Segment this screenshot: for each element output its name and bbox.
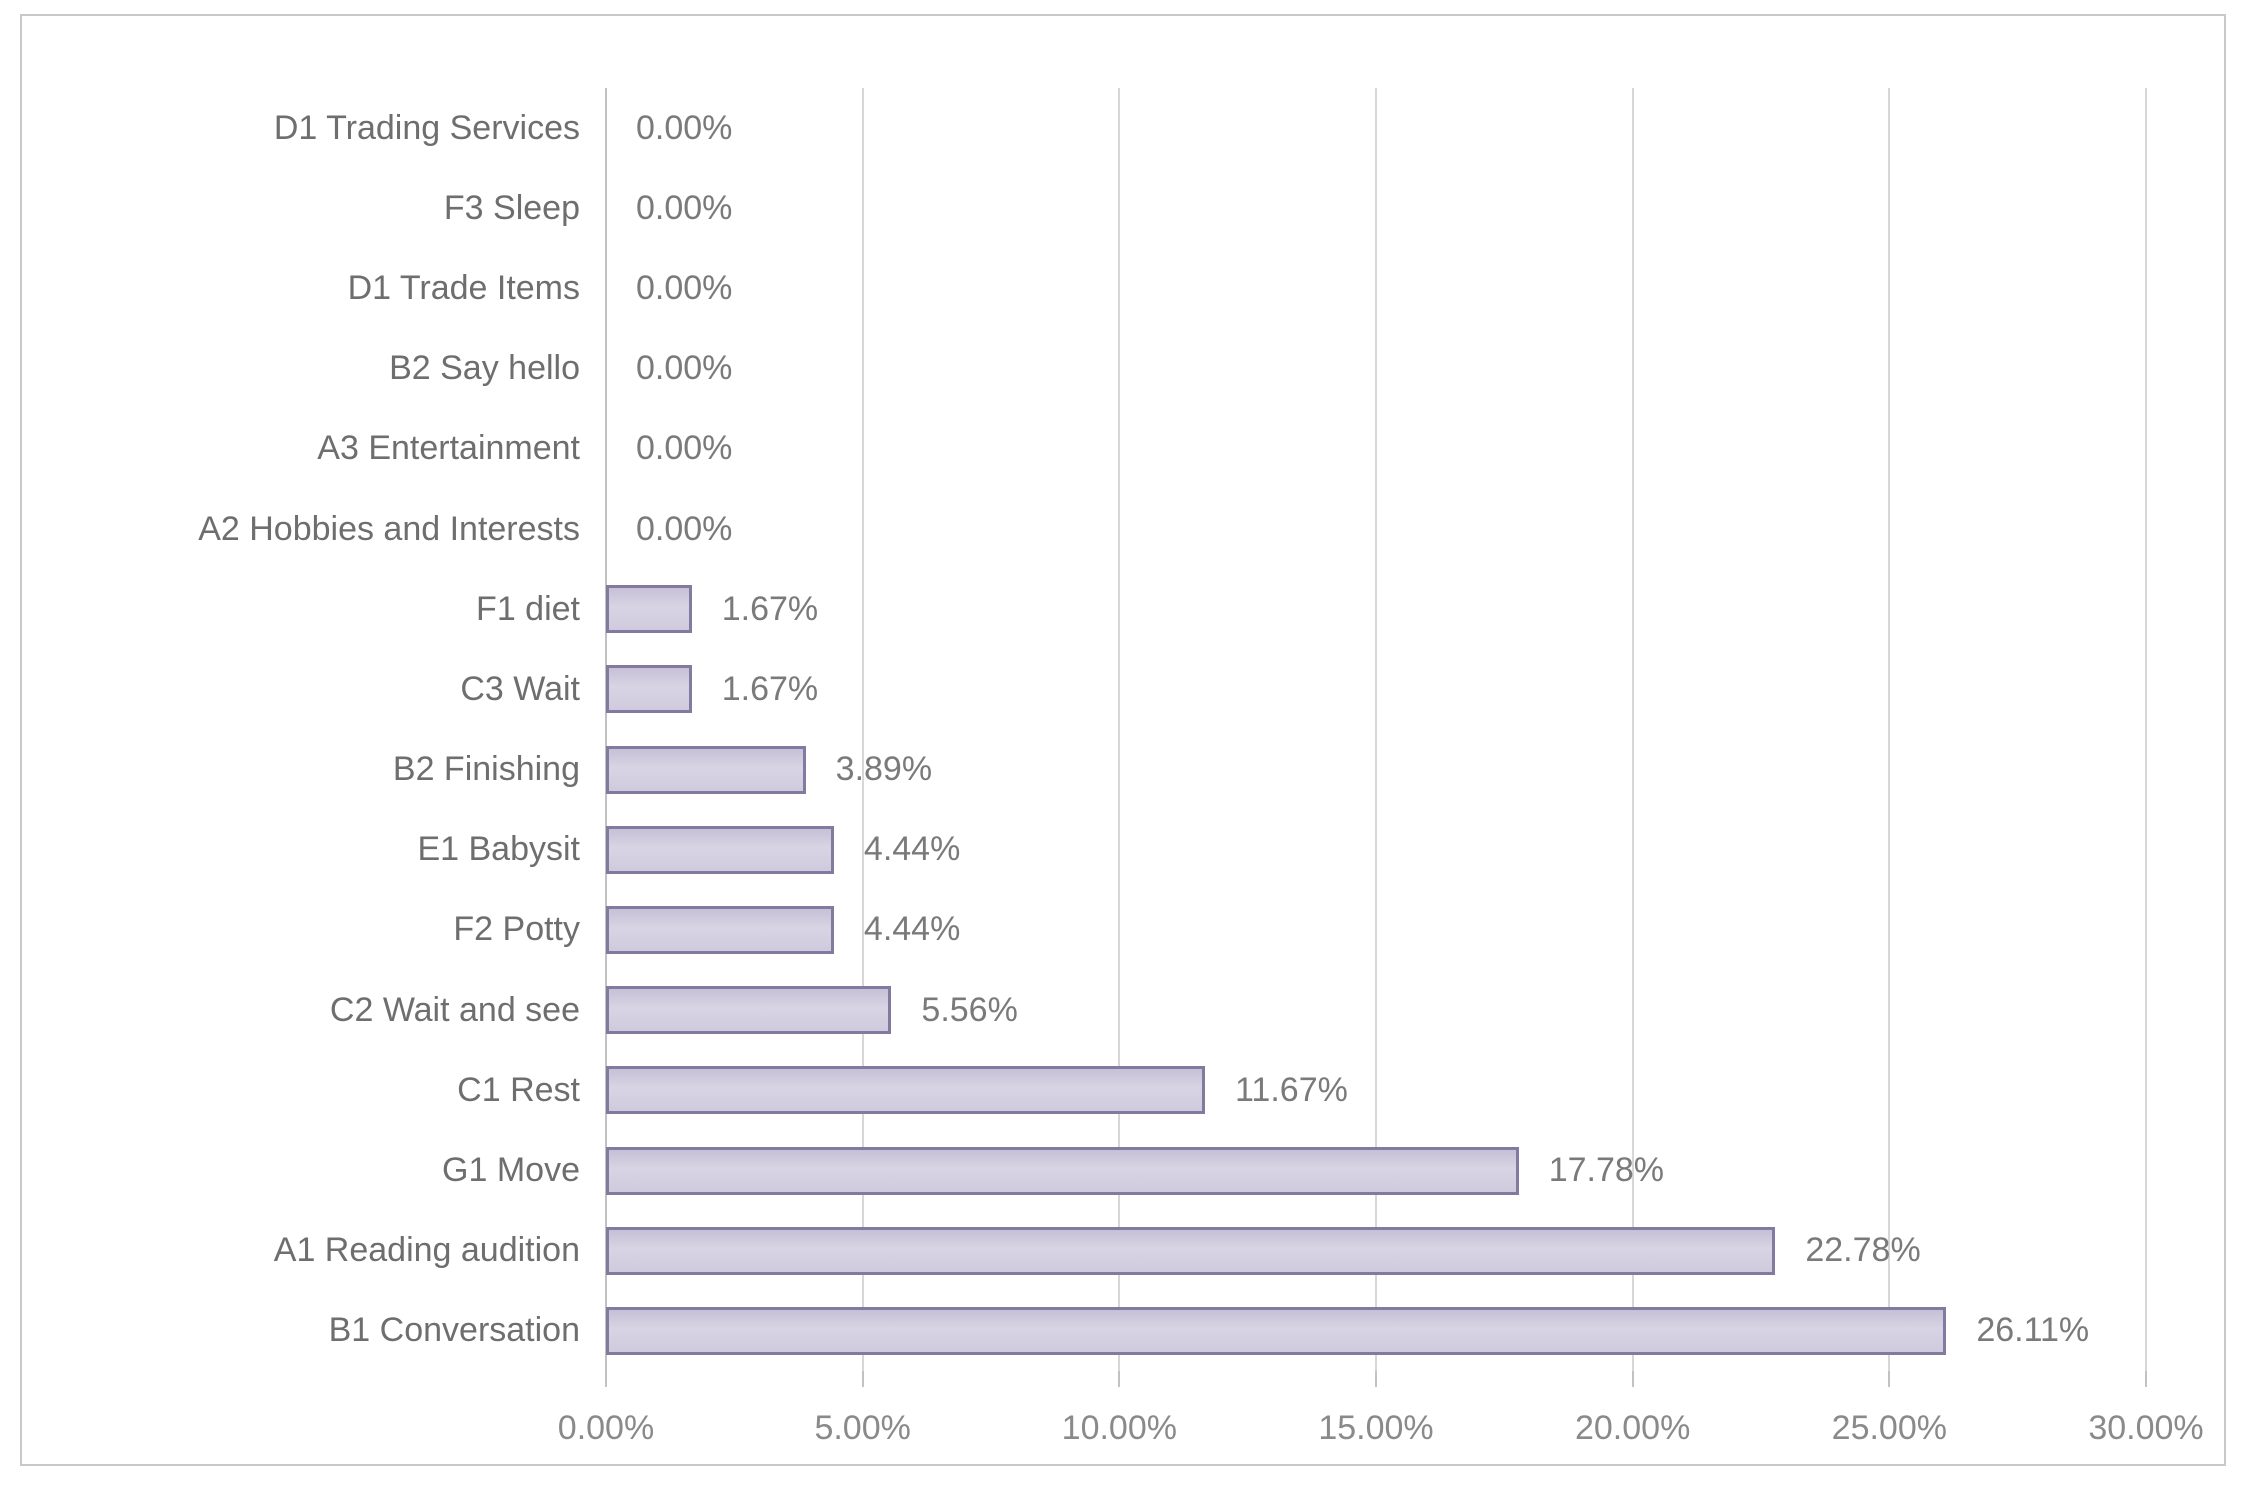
bar: [606, 825, 834, 874]
chart-row: C1 Rest 11.67%: [457, 1050, 2146, 1130]
category-label: C1 Rest: [457, 1070, 580, 1109]
value-label: 4.44%: [863, 830, 961, 869]
value-label: 17.78%: [1548, 1151, 1665, 1190]
value-label: 1.67%: [721, 669, 819, 708]
value-label: 4.44%: [863, 910, 961, 949]
chart-row: E1 Babysit 4.44%: [417, 810, 2146, 890]
value-label: 11.67%: [1235, 1070, 1348, 1109]
bar: [606, 986, 892, 1035]
category-label: B2 Say hello: [389, 349, 580, 388]
x-axis-tick: [1375, 1371, 1377, 1387]
category-label: F2 Potty: [453, 910, 580, 949]
value-label: 0.00%: [636, 268, 733, 307]
gridline: [1118, 88, 1121, 1371]
category-label: F3 Sleep: [443, 188, 580, 227]
chart-row: F3 Sleep 0.00%: [444, 168, 2146, 248]
category-label: C2 Wait and see: [329, 990, 580, 1029]
x-axis-tick-label: 25.00%: [1831, 1409, 1947, 1447]
bar: [606, 1306, 1947, 1355]
value-label: 0.00%: [636, 108, 733, 147]
value-label: 1.67%: [721, 589, 819, 628]
value-label: 5.56%: [921, 990, 1018, 1029]
x-axis-tick: [1118, 1371, 1121, 1387]
category-label: A2 Hobbies and Interests: [198, 509, 580, 548]
category-label: E1 Babysit: [417, 830, 580, 869]
value-label: 0.00%: [636, 188, 733, 227]
x-axis-tick-label: 5.00%: [814, 1409, 911, 1447]
category-label: G1 Move: [442, 1151, 580, 1190]
chart-row: C2 Wait and see 5.56%: [330, 970, 2146, 1050]
value-label: 0.00%: [636, 429, 733, 468]
x-axis-tick-label: 20.00%: [1574, 1409, 1691, 1447]
chart-row: A3 Entertainment 0.00%: [317, 409, 2146, 489]
x-axis-tick: [2145, 1371, 2147, 1387]
x-axis-tick: [605, 1371, 607, 1387]
chart-row: D1 Trade Items 0.00%: [348, 248, 2146, 328]
chart-row: B2 Finishing 3.89%: [393, 730, 2146, 810]
chart-row: B2 Say hello 0.00%: [389, 329, 2146, 409]
value-label: 26.11%: [1976, 1311, 2090, 1350]
gridline: [861, 88, 864, 1371]
category-label: C3 Wait: [460, 669, 580, 708]
y-axis-line: [605, 88, 607, 1371]
bar-rows: D1 Trading Services 0.00% F3 Sleep 0.00% D1 …: [198, 88, 2146, 1371]
x-axis-tick: [861, 1371, 864, 1387]
gridline: [1631, 88, 1634, 1371]
x-axis-tick-label: 15.00%: [1318, 1409, 1434, 1447]
chart-frame: D1 Trading Services 0.00% F3 Sleep 0.00% D1 …: [20, 14, 2226, 1466]
bar: [606, 1226, 1776, 1275]
value-label: 3.89%: [835, 750, 933, 789]
bar: [606, 1146, 1519, 1195]
bar: [606, 1066, 1206, 1115]
x-axis-tick-label: 10.00%: [1061, 1409, 1177, 1447]
chart-row: F2 Potty 4.44%: [453, 890, 2146, 970]
bar: [606, 745, 806, 794]
chart-row: C3 Wait 1.67%: [460, 649, 2146, 729]
category-label: A1 Reading audition: [273, 1231, 580, 1270]
gridline: [1888, 88, 1891, 1371]
chart-row: G1 Move 17.78%: [442, 1130, 2146, 1210]
category-label: B1 Conversation: [328, 1311, 580, 1350]
value-label: 22.78%: [1805, 1231, 1921, 1270]
value-label: 0.00%: [636, 509, 733, 548]
chart-row: F1 diet 1.67%: [476, 569, 2146, 649]
x-axis-tick-label: 30.00%: [2088, 1409, 2204, 1447]
chart-row: A1 Reading audition 22.78%: [274, 1211, 2146, 1291]
x-axis-tick-label: 0.00%: [557, 1409, 655, 1447]
plot-area: D1 Trading Services 0.00% F3 Sleep 0.00% D1 …: [198, 88, 2204, 1447]
x-axis-tick: [1888, 1371, 1891, 1387]
bar: [606, 665, 692, 714]
value-label: 0.00%: [636, 349, 733, 388]
category-label: F1 diet: [476, 589, 580, 628]
chart-row: D1 Trading Services 0.00%: [274, 88, 2146, 168]
bar: [606, 905, 834, 954]
gridline: [1375, 88, 1377, 1371]
x-axis-tick: [1631, 1371, 1634, 1387]
category-label: A3 Entertainment: [317, 429, 580, 468]
chart-row: A2 Hobbies and Interests 0.00%: [198, 489, 2146, 569]
chart-row: B1 Conversation 26.11%: [329, 1291, 2146, 1371]
bar: [606, 585, 692, 634]
category-label: B2 Finishing: [392, 750, 580, 789]
category-label: D1 Trade Items: [347, 268, 580, 307]
category-label: D1 Trading Services: [273, 108, 580, 147]
gridline: [2145, 88, 2147, 1371]
